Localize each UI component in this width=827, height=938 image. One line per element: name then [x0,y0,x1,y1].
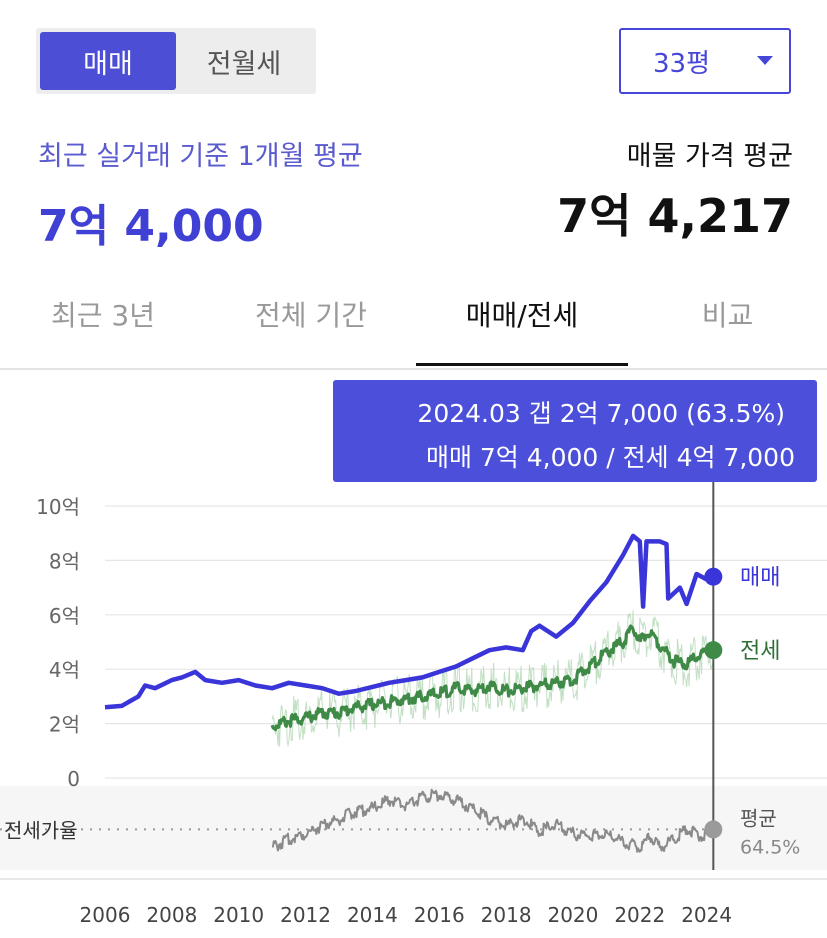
tab-sale-jeonse[interactable]: 매매/전세 [416,280,628,366]
sale-end-marker [704,567,723,586]
ratio-panel-label: 전세가율 [4,818,78,842]
ratio-series-line [271,788,714,853]
caret-down-icon [757,56,773,65]
x-tick-label: 2016 [414,903,465,927]
size-select-value: 33평 [653,48,711,79]
tab-divider [0,368,827,370]
x-tick-label: 2018 [481,903,532,927]
y-tick-label: 8억 [49,549,80,573]
y-tick-label: 2억 [49,713,80,737]
trade-type-rent-button[interactable]: 전월세 [176,32,312,90]
y-tick-label: 10억 [36,495,80,519]
chart-bottom-divider [0,878,827,880]
trade-type-toggle: 매매 전월세 [36,28,316,94]
sale-series-label: 매매 [740,566,780,591]
y-tick-label: 0 [67,767,80,791]
chart-tooltip: 2024.03 갭 2억 7,000 (63.5%) 매매 7억 4,000 /… [333,380,817,482]
ratio-series-label: 평균 [740,806,777,830]
ratio-end-marker [704,820,723,839]
x-tick-label: 2024 [681,903,732,927]
x-tick-label: 2014 [347,903,398,927]
listing-price-label: 매물 가격 평균 [626,141,793,172]
x-tick-label: 2022 [614,903,665,927]
listing-price-value: 7억 4,217 [557,189,793,243]
jeonse-end-marker [704,641,723,660]
jeonse-series-label: 전세 [740,639,780,664]
recent-trade-label: 최근 실거래 기준 1개월 평균 [38,141,363,172]
tab-compare[interactable]: 비교 [701,299,754,332]
tab-recent-3-years[interactable]: 최근 3년 [51,299,155,332]
jeonse-range-band [271,610,714,747]
y-tick-label: 6억 [49,604,80,628]
trade-type-sale-button[interactable]: 매매 [40,32,176,90]
x-tick-label: 2020 [547,903,598,927]
ratio-end-value: 64.5% [740,836,800,858]
x-tick-label: 2008 [146,903,197,927]
jeonse-series-line [270,624,715,732]
period-tabs: 최근 3년 전체 기간 매매/전세 비교 [0,280,827,368]
tab-all-period[interactable]: 전체 기간 [255,299,367,332]
x-tick-label: 2006 [80,903,131,927]
tooltip-gap-line: 2024.03 갭 2억 7,000 (63.5%) [417,399,785,428]
y-tick-label: 4억 [49,658,80,682]
x-tick-label: 2012 [280,903,331,927]
sale-series-line [104,533,715,710]
recent-trade-value: 7억 4,000 [38,201,264,252]
tooltip-price-line: 매매 7억 4,000 / 전세 4억 7,000 [425,443,795,472]
size-select[interactable]: 33평 [619,28,791,94]
x-tick-label: 2010 [213,903,264,927]
